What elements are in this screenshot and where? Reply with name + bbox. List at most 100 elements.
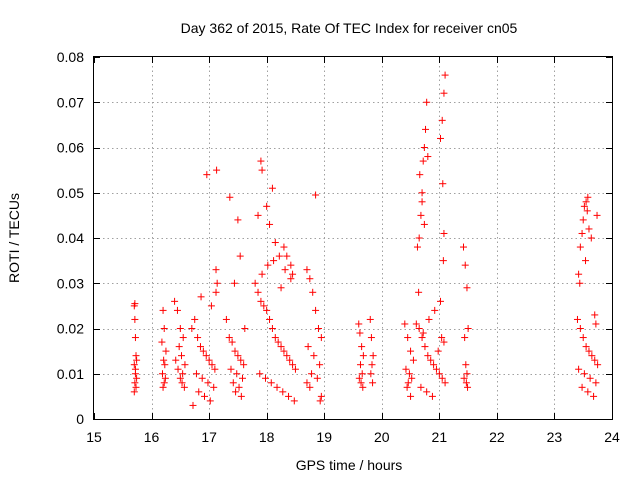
data-point [582,257,590,265]
data-point [131,334,139,342]
data-point [275,252,283,260]
data-point [582,198,590,206]
y-tick-label: 0.04 [57,230,84,246]
data-point [423,98,431,106]
data-point [461,334,469,342]
data-point [310,352,318,360]
data-point [464,383,472,391]
data-point [160,379,168,387]
data-point [461,261,469,269]
data-point [251,279,259,287]
data-point [176,325,184,332]
data-points [130,71,602,409]
data-point [418,334,426,342]
data-point [199,347,207,355]
data-point [204,379,212,387]
data-point [356,329,364,337]
data-point [415,234,423,242]
data-point [359,352,367,360]
data-point [179,334,187,342]
data-point [355,320,363,328]
data-point [180,383,188,391]
data-point [257,297,265,305]
y-axis-title: ROTI / TECUs [6,193,22,283]
data-point [575,270,583,278]
data-point [197,293,205,301]
data-point [178,379,186,387]
plot-frame [93,56,613,420]
data-point [576,325,584,332]
data-point [403,383,411,391]
data-point [409,356,417,364]
data-point [587,234,595,242]
data-point [417,211,425,219]
y-tick-label: 0.01 [57,366,84,382]
data-point [306,383,314,391]
data-point [210,383,218,391]
data-point [369,379,377,387]
data-point [316,397,324,405]
data-point [203,171,211,179]
data-point [425,315,433,323]
data-point [435,370,443,378]
data-point [159,383,167,391]
data-point [418,189,426,197]
data-point [237,356,245,364]
data-point [404,379,412,387]
data-point [439,257,447,265]
data-point [316,361,324,369]
data-point [225,334,233,342]
data-point [417,383,425,391]
y-tick-label: 0.05 [57,185,84,201]
data-point [590,392,598,400]
data-point [131,379,139,387]
x-tick-label: 21 [432,429,448,445]
data-point [582,343,590,351]
data-point [593,211,601,219]
data-point [226,193,234,201]
data-point [407,347,415,355]
data-point [591,311,599,319]
data-point [584,193,592,201]
x-tick-label: 20 [374,429,390,445]
data-point [162,347,170,355]
data-point [266,220,274,228]
data-point [274,338,282,346]
y-tick-label: 0 [76,411,84,427]
data-point [412,320,420,328]
data-point [464,325,472,332]
data-point [130,361,138,369]
y-tick-label: 0.07 [57,94,84,110]
data-point [314,325,322,332]
data-point [575,365,583,373]
data-point [423,388,431,396]
data-point [439,180,447,188]
data-point [172,356,180,364]
data-point [234,216,242,224]
data-point [592,379,600,387]
data-point [271,239,279,247]
data-point [436,134,444,142]
data-point [317,392,325,400]
data-point [287,275,295,283]
data-point [592,320,600,328]
data-point [176,374,184,382]
data-point [407,392,415,400]
data-point [308,370,316,378]
x-tick-label: 18 [259,429,275,445]
data-point [270,257,278,265]
data-point [401,320,409,328]
data-point [174,365,182,373]
data-point [271,334,279,342]
data-point [277,343,285,351]
data-point [222,315,230,323]
data-point [201,392,209,400]
data-point [158,338,166,346]
data-point [158,370,166,378]
data-point [405,370,413,378]
data-point [171,297,179,305]
data-point [194,334,202,342]
data-point [241,325,249,332]
data-point [131,300,139,308]
